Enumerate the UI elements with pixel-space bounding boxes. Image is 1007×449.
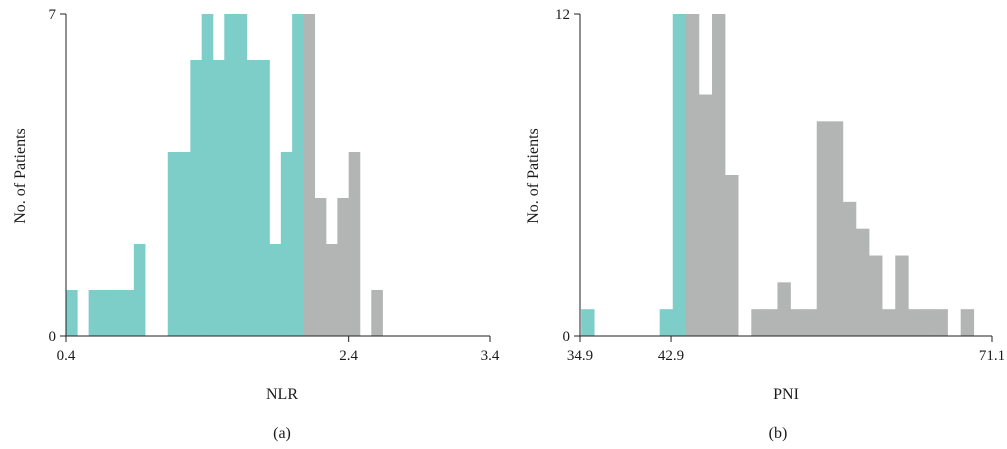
nlr-bar-below-11 [190, 60, 202, 336]
nlr-bars [66, 14, 383, 336]
pni-bar-above-29 [960, 309, 975, 336]
nlr-bar-below-20 [292, 14, 304, 336]
nlr-histogram-panel: 0.4 2.4 3.4 0 7 No. of Patients NLR (a) [12, 7, 500, 442]
pni-panel-label: (b) [769, 425, 788, 442]
nlr-bar-below-3 [99, 290, 112, 336]
pni-x-tick-label-0: 34.9 [567, 348, 593, 364]
nlr-x-tick-label-1: 2.4 [339, 348, 358, 364]
nlr-bar-above-22 [314, 198, 327, 336]
pni-bar-above-10 [712, 14, 726, 336]
nlr-bar-below-17 [258, 60, 270, 336]
pni-y-axis-label: No. of Patients [525, 128, 542, 224]
pni-bar-above-17 [803, 309, 818, 336]
pni-histogram-panel: 34.9 42.9 71.1 0 12 No. of Patients PNI (b) [525, 7, 1005, 442]
pni-bar-above-9 [698, 94, 713, 336]
nlr-y-tick-label-1: 7 [49, 7, 57, 23]
nlr-bar-below-5 [122, 290, 135, 336]
nlr-bar-below-19 [280, 152, 293, 336]
nlr-panel-label: (a) [273, 425, 291, 442]
pni-x-tick-label-1: 42.9 [658, 348, 684, 364]
pni-bar-above-16 [790, 309, 804, 336]
pni-bar-above-25 [908, 309, 922, 336]
pni-bar-below-6 [659, 309, 674, 336]
pni-bar-above-23 [882, 309, 896, 336]
pni-bar-above-14 [764, 309, 778, 336]
pni-y-tick-label-1: 12 [555, 7, 570, 23]
nlr-x-tick-label-0: 0.4 [57, 348, 76, 364]
pni-bar-above-8 [685, 14, 700, 336]
nlr-bar-below-4 [111, 290, 123, 336]
pni-bar-above-27 [934, 309, 948, 336]
nlr-bar-below-15 [235, 14, 248, 336]
nlr-x-axis-label: NLR [266, 386, 298, 403]
nlr-bar-above-23 [326, 244, 338, 336]
nlr-y-tick-label-0: 0 [49, 329, 57, 345]
nlr-bar-below-2 [88, 290, 101, 336]
pni-x-axis-label: PNI [773, 386, 799, 403]
pni-bar-above-13 [751, 309, 765, 336]
pni-ticks: 34.9 42.9 71.1 0 12 [555, 7, 1005, 364]
nlr-y-axis-label: No. of Patients [12, 128, 29, 224]
nlr-bar-below-16 [246, 60, 259, 336]
pni-bar-above-19 [829, 121, 844, 336]
pni-bar-above-22 [869, 255, 883, 336]
pni-bar-above-18 [816, 121, 831, 336]
pni-bar-above-26 [921, 309, 935, 336]
pni-bar-below-7 [672, 14, 687, 336]
pni-x-tick-label-2: 71.1 [979, 348, 1005, 364]
pni-bars [581, 14, 975, 336]
nlr-bar-above-27 [371, 290, 383, 336]
nlr-bar-above-24 [337, 198, 349, 336]
pni-bar-above-11 [725, 175, 739, 336]
nlr-bar-below-13 [212, 60, 225, 336]
nlr-bar-above-21 [303, 14, 316, 336]
nlr-bar-below-12 [201, 14, 214, 336]
nlr-x-tick-label-2: 3.4 [481, 348, 500, 364]
pni-bar-below-0 [581, 309, 595, 336]
nlr-bar-below-0 [66, 290, 78, 336]
nlr-bar-below-18 [269, 244, 282, 336]
nlr-bar-below-14 [224, 14, 236, 336]
nlr-bar-below-9 [167, 152, 180, 336]
nlr-bar-below-10 [179, 152, 191, 336]
pni-bar-above-15 [777, 282, 791, 336]
pni-bar-above-24 [895, 255, 909, 336]
pni-y-tick-label-0: 0 [563, 329, 571, 345]
nlr-bar-above-25 [348, 152, 361, 336]
pni-bar-above-21 [855, 228, 870, 336]
nlr-ticks: 0.4 2.4 3.4 0 7 [49, 7, 500, 364]
nlr-bar-below-6 [133, 244, 146, 336]
pni-bar-above-20 [842, 201, 857, 336]
